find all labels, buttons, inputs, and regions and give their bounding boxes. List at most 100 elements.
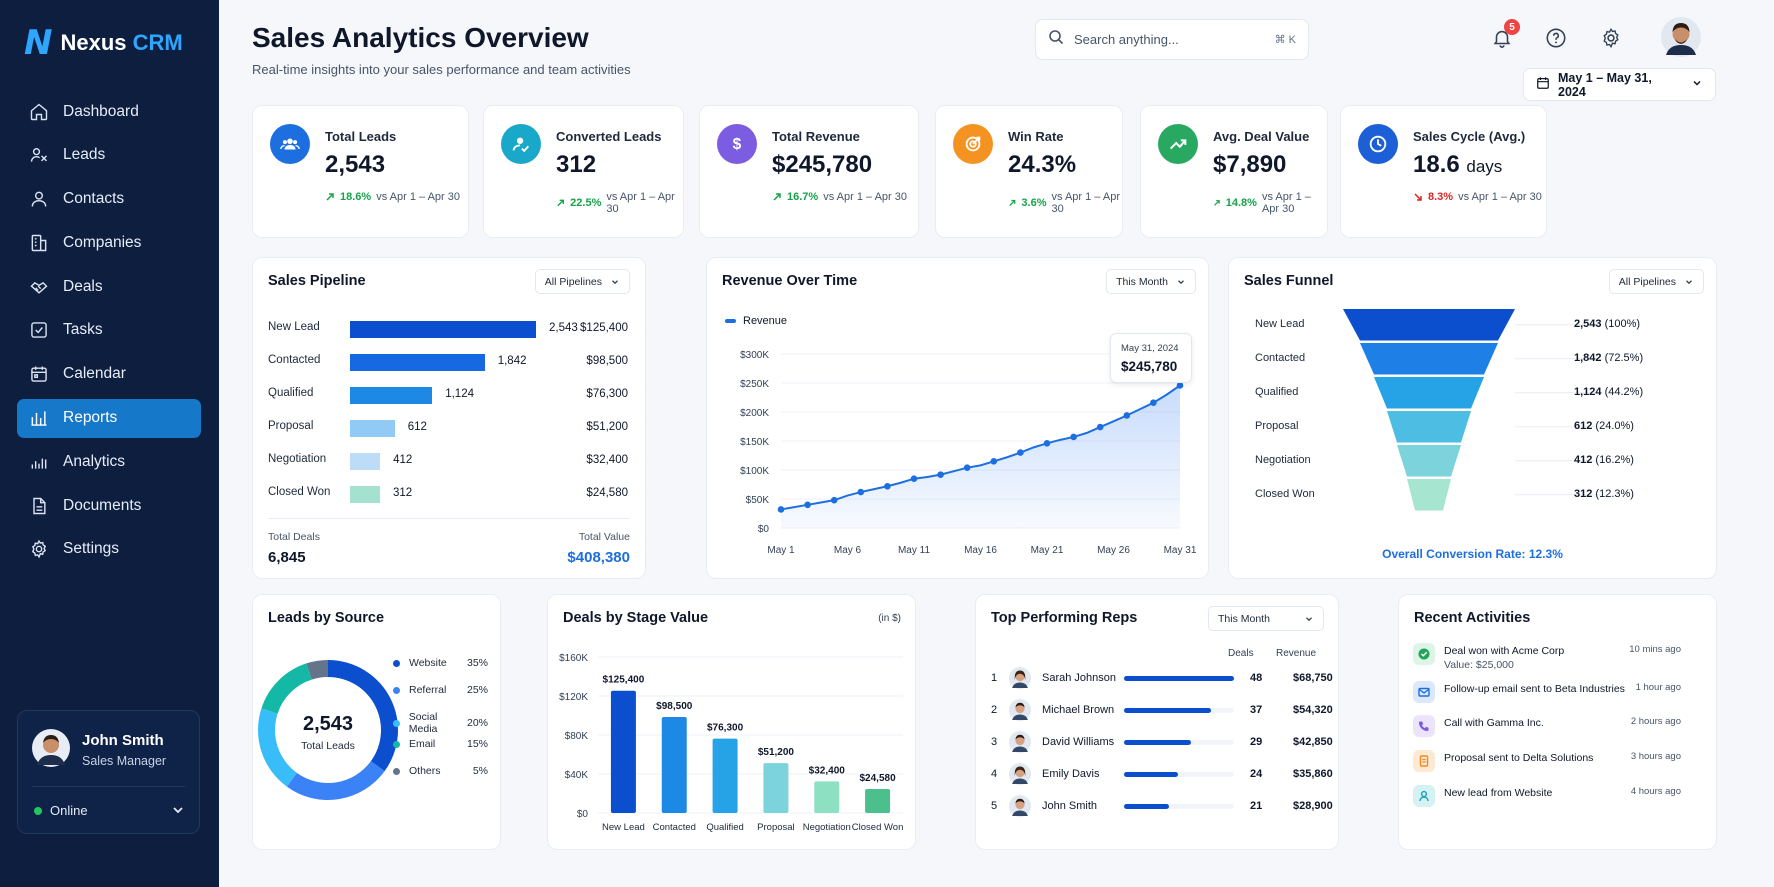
revenue-point[interactable] [884,482,891,490]
revenue-point[interactable] [830,496,838,504]
pipeline-bar[interactable] [350,354,485,371]
revenue-point[interactable] [777,506,785,513]
funnel-segment[interactable] [1397,445,1461,477]
rep-row[interactable]: 3 David Williams 29 $42,850 [991,731,1336,755]
bar-data-label: $51,200 [758,747,795,758]
sidebar-item-analytics[interactable]: Analytics [17,442,201,481]
sidebar-item-leads[interactable]: Leads [17,136,201,175]
stage-value-bar[interactable] [610,690,636,813]
search-input[interactable] [1074,32,1265,47]
rep-progress-bar [1124,804,1170,809]
mail-icon [1413,681,1435,703]
kpi-compare: vs Apr 1 – Apr 30 [823,191,907,203]
total-deals-value: 6,845 [268,549,306,566]
sidebar-item-companies[interactable]: Companies [17,223,201,262]
donut-slice-referral[interactable] [286,761,385,800]
donut-slice-website[interactable] [328,660,398,772]
pipeline-count: 612 [407,421,427,433]
revenue-point[interactable] [963,464,971,471]
legend-label: Referral [409,684,447,696]
user-card[interactable]: John Smith Sales Manager Online [17,710,200,834]
revenue-point[interactable] [857,488,865,496]
search-bar[interactable]: ⌘ K [1035,19,1309,60]
card-title: Recent Activities [1414,610,1531,626]
kpi-card-win-rate[interactable]: Win Rate 24.3% 3.6% vs Apr 1 – Apr 30 [935,105,1123,238]
date-range-picker[interactable]: May 1 – May 31, 2024 [1523,68,1716,101]
donut-slice-others[interactable] [306,660,328,680]
pipeline-filter-dropdown[interactable]: All Pipelines [534,269,630,294]
bell-icon [1493,30,1511,48]
avatar [1009,699,1031,721]
sidebar-item-tasks[interactable]: Tasks [17,311,201,350]
pipeline-bar[interactable] [350,420,395,437]
revenue-point[interactable] [937,471,944,478]
arrow-up-right-icon [326,193,334,201]
funnel-filter-dropdown[interactable]: All Pipelines [1608,269,1704,294]
stage-value-bar[interactable] [865,789,891,813]
y-tick-label: $120K [559,692,588,703]
settings-button[interactable] [1597,24,1625,52]
sidebar-item-documents[interactable]: Documents [17,486,201,525]
pipeline-amount: $51,200 [586,421,628,433]
pipeline-bar[interactable] [350,321,536,338]
kpi-label: Total Leads [325,129,397,144]
stage-value-bar[interactable] [712,738,738,813]
notification-button[interactable]: 5 [1488,19,1520,52]
kpi-card-avg-deal-value[interactable]: Avg. Deal Value $7,890 14.8% vs Apr 1 – Apr… [1140,105,1328,238]
user-status[interactable]: Online [34,803,88,818]
rep-row[interactable]: 4 Emily Davis 24 $35,860 [991,763,1336,787]
x-tick-label: May 6 [834,545,862,556]
kpi-change-percent: 18.6% [340,191,372,203]
reps-filter-dropdown[interactable]: This Month [1208,606,1324,631]
funnel-segment[interactable] [1360,343,1498,375]
kpi-card-sales-cycle-avg[interactable]: Sales Cycle (Avg.) 18.6 days 8.3% vs Apr 1 … [1340,105,1547,238]
stage-value-bar[interactable] [814,781,840,813]
revenue-point[interactable] [1150,399,1157,407]
sidebar-item-deals[interactable]: Deals [17,267,201,306]
kpi-change-percent: 14.8% [1225,197,1257,209]
sidebar-item-calendar[interactable]: Calendar [17,355,201,394]
funnel-segment[interactable] [1343,309,1515,341]
rep-row[interactable]: 2 Michael Brown 37 $54,320 [991,699,1336,723]
rep-progress-bar [1124,708,1211,713]
revenue-point[interactable] [910,475,918,482]
rep-row[interactable]: 5 John Smith 21 $28,900 [991,795,1336,819]
revenue-point[interactable] [1096,423,1104,431]
rep-progress-bar [1124,740,1192,745]
sidebar-item-label: Analytics [63,452,126,470]
revenue-point[interactable] [990,458,998,465]
sidebar-item-dashboard[interactable]: Dashboard [17,92,201,131]
stage-value-bar[interactable] [661,716,687,813]
kpi-card-converted-leads[interactable]: Converted Leads 312 22.5% vs Apr 1 – Apr 30 [483,105,684,238]
sidebar-item-reports[interactable]: Reports [17,398,201,438]
donut-slice-social-media[interactable] [258,708,297,787]
revenue-point[interactable] [804,501,811,509]
chevron-down-icon[interactable] [171,803,185,822]
help-button[interactable] [1542,24,1570,52]
pipeline-bar[interactable] [350,486,380,503]
kpi-change: 18.6% vs Apr 1 – Apr 30 [325,191,460,203]
brand-logo[interactable]: N Nexus CRM [24,26,183,60]
revenue-point[interactable] [1070,433,1077,441]
revenue-point[interactable] [1017,449,1024,456]
revenue-point[interactable] [1123,412,1131,419]
pipeline-bar[interactable] [350,387,433,404]
stage-value-bar[interactable] [763,763,789,813]
divider [268,518,630,519]
donut-slice-email[interactable] [261,663,312,714]
kpi-card-total-revenue[interactable]: $ Total Revenue $245,780 16.7% vs Apr 1 – Ap… [699,105,919,238]
kpi-card-total-leads[interactable]: Total Leads 2,543 18.6% vs Apr 1 – Apr 30 [252,105,469,238]
legend-swatch [393,686,400,694]
funnel-segment[interactable] [1387,411,1471,443]
revenue-filter-dropdown[interactable]: This Month [1106,269,1196,294]
funnel-segment[interactable] [1407,479,1451,511]
revenue-point[interactable] [1043,440,1051,447]
rep-row[interactable]: 1 Sarah Johnson 48 $68,750 [991,667,1336,691]
sidebar-item-contacts[interactable]: Contacts [17,180,201,219]
kpi-label: Avg. Deal Value [1213,129,1310,144]
sidebar-item-settings[interactable]: Settings [17,530,201,569]
funnel-segment[interactable] [1374,377,1484,409]
revenue-point[interactable] [1176,382,1184,389]
profile-avatar[interactable] [1661,17,1701,62]
pipeline-bar[interactable] [350,453,381,470]
